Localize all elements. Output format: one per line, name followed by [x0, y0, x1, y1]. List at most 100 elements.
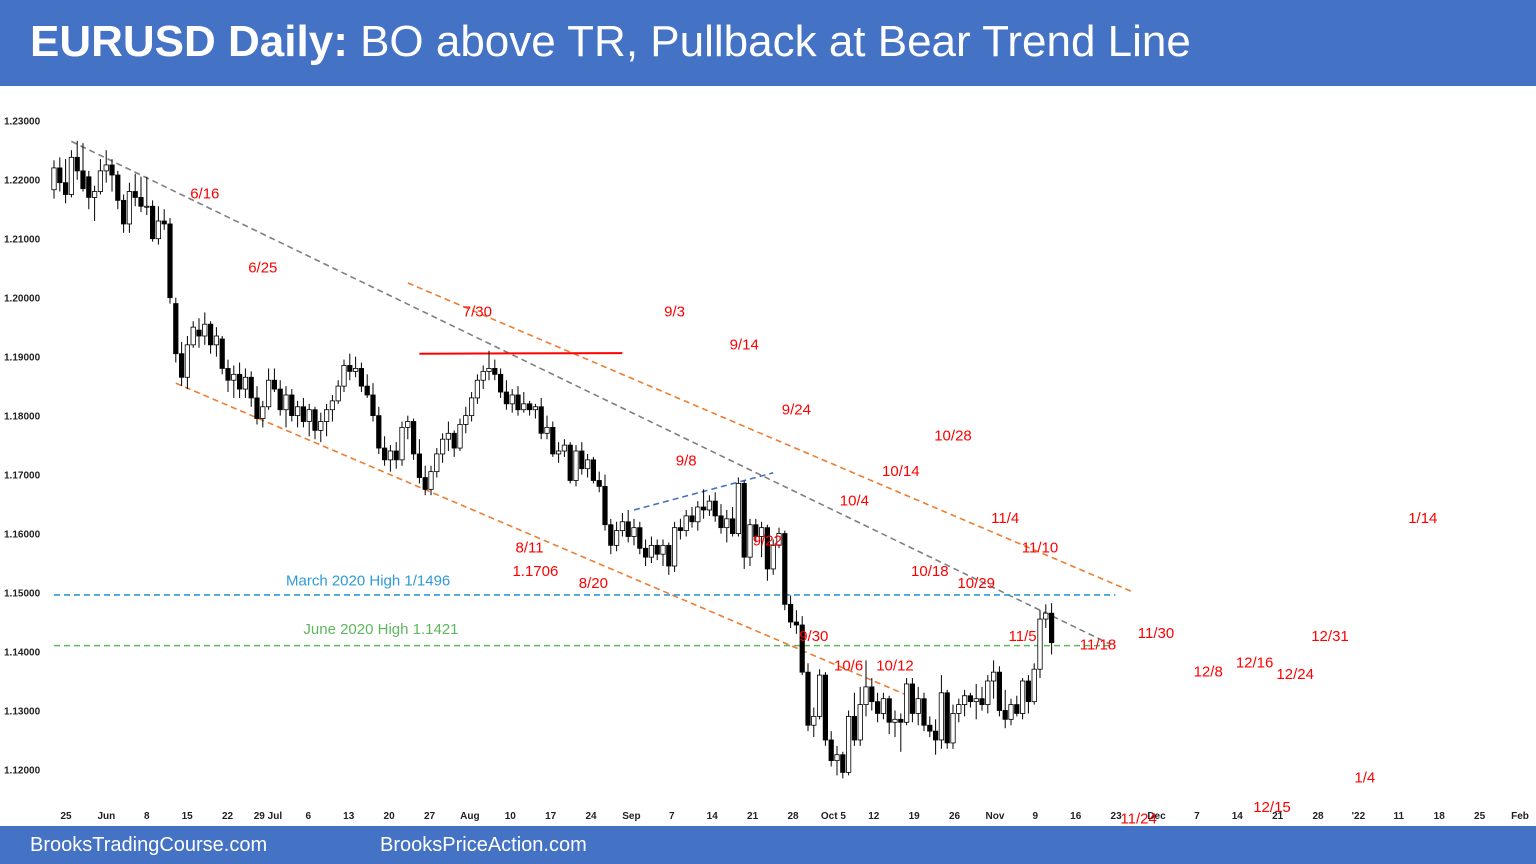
bear-candle-body: [944, 692, 950, 744]
bear-candle-body: [712, 500, 718, 517]
footer-banner: BrooksTradingCourse.com BrooksPriceActio…: [0, 826, 1536, 864]
bear-candle-body: [161, 220, 167, 225]
x-tick-label: 28: [1312, 811, 1324, 822]
x-tick-label: 18: [1434, 811, 1446, 822]
y-tick-label: 1.19000: [4, 353, 41, 364]
bear-candle-body: [74, 156, 80, 172]
bear-candle-body: [927, 724, 933, 732]
trend-line-orange: [407, 282, 1134, 593]
bull-candle-body: [184, 344, 190, 378]
date-annotation: 9/8: [676, 453, 697, 470]
bull-candle-body: [938, 692, 945, 741]
bear-candle-body: [492, 368, 498, 375]
bear-candle-body: [173, 303, 179, 355]
bull-candle-body: [811, 715, 817, 726]
bull-candle-body: [1043, 612, 1049, 620]
level-label: March 2020 High 1/1496: [286, 572, 450, 589]
bull-candle-body: [283, 394, 289, 411]
bear-candle-body: [643, 547, 649, 558]
bear-candle-body: [370, 394, 376, 417]
bull-candle-body: [439, 438, 446, 455]
y-tick-label: 1.21000: [4, 235, 41, 246]
bull-candle-body: [863, 686, 869, 705]
bear-candle-body: [909, 683, 916, 714]
x-tick-label: 14: [1232, 811, 1244, 822]
bull-candle-body: [1008, 704, 1014, 720]
bull-candle-body: [521, 403, 527, 411]
date-annotation: 10/6: [834, 657, 863, 674]
x-tick-label: 24: [585, 811, 597, 822]
date-annotation: 10/4: [840, 492, 869, 509]
bull-candle-body: [857, 704, 863, 741]
y-tick-label: 1.23000: [4, 117, 41, 128]
bull-candle-body: [631, 527, 637, 537]
bull-candle-body: [306, 409, 312, 422]
bear-candle-body: [718, 515, 724, 529]
bear-candle-body: [875, 701, 881, 714]
y-tick-label: 1.18000: [4, 412, 41, 423]
x-tick-label: 25: [60, 811, 72, 822]
bull-candle-body: [880, 698, 887, 714]
trend-line-gray: [71, 140, 1110, 645]
footer-link-brookstradingcourse[interactable]: BrooksTradingCourse.com: [30, 834, 268, 856]
bear-candle-body: [602, 485, 608, 526]
bull-candle-body: [619, 521, 626, 532]
date-annotation: 1/4: [1354, 769, 1375, 786]
bear-candle-body: [312, 409, 318, 431]
bull-candle-body: [323, 409, 330, 422]
footer-link-brookspriceaction[interactable]: BrooksPriceAction.com: [380, 834, 587, 856]
bear-candle-body: [550, 427, 556, 455]
bear-candle-body: [80, 170, 86, 189]
bull-candle-body: [265, 379, 272, 408]
bear-candle-body: [822, 674, 829, 741]
bull-candle-body: [155, 220, 161, 240]
date-annotation: 7/30: [463, 304, 492, 321]
x-tick-label: 28: [787, 811, 799, 822]
bull-candle-body: [614, 530, 620, 546]
bear-candle-body: [1049, 612, 1055, 644]
bear-candle-body: [410, 421, 417, 455]
bull-candle-body: [352, 368, 359, 372]
y-tick-label: 1.20000: [4, 294, 41, 305]
bear-candle-body: [149, 205, 156, 240]
x-tick-label: Oct 5: [821, 811, 846, 822]
x-tick-label: 25: [1474, 811, 1486, 822]
bear-candle-body: [207, 323, 214, 346]
title-banner: EURUSD Daily: BO above TR, Pullback at B…: [0, 0, 1536, 86]
bull-candle-body: [474, 379, 481, 399]
x-tick-label: 21: [1272, 811, 1284, 822]
bull-candle-body: [190, 326, 196, 346]
date-annotation: 1.1706: [512, 563, 558, 580]
bull-candle-body: [724, 518, 730, 529]
bull-candle-body: [126, 191, 132, 225]
bull-candle-body: [51, 167, 57, 191]
date-annotation: 9/22: [753, 532, 782, 549]
bear-candle-body: [753, 524, 759, 537]
x-tick-label: 29 Jul: [254, 811, 283, 822]
bear-candle-body: [376, 415, 382, 449]
date-annotation: 10/29: [957, 575, 995, 592]
date-annotation: 12/16: [1236, 654, 1274, 671]
bear-candle-body: [840, 754, 846, 773]
x-tick-label: Sep: [622, 811, 640, 822]
x-tick-label: '22: [1352, 811, 1366, 822]
level-label: June 2020 High 1.1421: [303, 621, 458, 638]
bull-candle-body: [463, 415, 469, 425]
bull-candle-body: [509, 394, 515, 405]
bull-candle-body: [405, 421, 411, 428]
bear-candle-body: [701, 506, 707, 511]
date-annotation: 9/24: [782, 401, 811, 418]
y-tick-label: 1.17000: [4, 471, 41, 482]
x-tick-label: 23: [1111, 811, 1123, 822]
bull-candle-body: [486, 368, 492, 372]
x-tick-label: 12: [868, 811, 880, 822]
bull-candle-body: [532, 406, 539, 411]
bear-candle-body: [608, 524, 614, 546]
bear-candle-body: [271, 379, 278, 390]
bear-candle-body: [121, 199, 127, 225]
x-tick-label: Feb: [1511, 811, 1529, 822]
date-annotation: 12/24: [1276, 666, 1314, 683]
bull-candle-body: [202, 323, 208, 337]
bull-candle-body: [242, 376, 248, 390]
date-annotation: 9/14: [730, 337, 759, 354]
